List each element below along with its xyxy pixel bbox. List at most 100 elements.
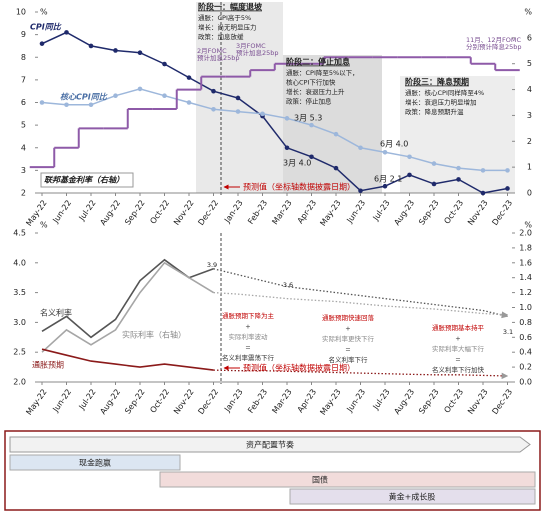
allocation-bar <box>9 454 181 471</box>
x-tick-label: Nov-22 <box>172 387 196 415</box>
phase-line: 政策：停止加息 <box>286 97 332 106</box>
point <box>505 186 510 191</box>
point <box>480 168 486 173</box>
effect-note: + <box>345 325 350 333</box>
effect-note: 实际利率大幅下行 <box>432 344 485 353</box>
phase-shade <box>400 76 515 193</box>
y-tick-label: 2.0 <box>13 378 26 387</box>
backgrounds <box>4 2 541 511</box>
point <box>186 100 192 105</box>
point <box>137 86 143 92</box>
allocation-item: 黄金+成长股 <box>389 492 436 502</box>
x-tick-label: Aug-23 <box>392 387 416 416</box>
y-unit: % <box>40 221 48 230</box>
y-tick-label: 4.0 <box>13 258 26 267</box>
x-tick-label: Jun-23 <box>345 387 368 414</box>
point <box>505 168 510 173</box>
phase-line: 通胀：CPI降至5%以下， <box>286 68 359 77</box>
x-tick-label: Aug-22 <box>98 198 122 227</box>
x-tick-label: Sep-22 <box>123 387 147 415</box>
y-tick-label: 10 <box>16 8 26 17</box>
phase-line: 增长：尚无明显压力 <box>198 23 257 32</box>
allocation-bar <box>159 471 536 488</box>
point <box>333 165 339 171</box>
series-line <box>41 31 508 194</box>
effect-note: = <box>455 356 460 364</box>
forecast-note: 预测值（坐标轴数据披露日期） <box>243 182 355 192</box>
point <box>431 181 437 187</box>
y2-tick-label: 1 <box>527 163 532 172</box>
point <box>407 154 412 160</box>
x-tick-label: Jul-23 <box>371 198 392 223</box>
point <box>333 131 339 137</box>
x-tick-label: Mar-23 <box>270 198 293 226</box>
allocation-arrow <box>9 436 531 453</box>
x-tick-label: Jan-23 <box>222 198 245 225</box>
y-unit: % <box>40 8 48 17</box>
y-tick-label: 3 <box>21 166 26 175</box>
point <box>284 116 290 121</box>
point <box>358 145 363 151</box>
x-tick-label: Nov-22 <box>172 198 196 226</box>
point <box>382 183 388 189</box>
effect-note: + <box>455 335 460 343</box>
point <box>309 154 314 160</box>
y2-tick-label: 1.6 <box>519 258 532 267</box>
allocation-bar <box>289 488 536 505</box>
point <box>284 145 290 151</box>
forecast-line <box>213 291 509 318</box>
y-tick-label: 2.5 <box>13 348 26 357</box>
point <box>113 93 118 99</box>
fomc-note: 分别预计降息25bp <box>466 42 522 51</box>
effect-note: + <box>245 323 250 331</box>
x-tick-label: Oct-23 <box>442 198 465 225</box>
point <box>211 106 216 112</box>
series-line <box>41 88 508 172</box>
y-tick-label: 9 <box>21 30 26 39</box>
phase-line: 政策：加息放缓 <box>198 32 244 41</box>
y-tick-label: 5 <box>21 121 26 130</box>
point <box>186 75 192 80</box>
effect-note: 实际利率更快下行 <box>322 334 375 343</box>
y2-tick-label: 0.2 <box>519 363 532 372</box>
series-line <box>41 261 214 353</box>
allocation-item: 现金跑赢 <box>79 458 111 468</box>
x-tick-label: Jul-22 <box>77 387 98 412</box>
point <box>260 111 265 117</box>
y2-tick-label: 0.0 <box>519 378 532 387</box>
x-tick-label: Apr-23 <box>296 387 319 414</box>
phase-line: 增长：衰退压力明显增加 <box>405 98 477 107</box>
phase-shade <box>283 55 382 193</box>
series-label: 联邦基金利率（右轴） <box>44 175 124 185</box>
data-label: 3.6 <box>283 281 293 289</box>
x-tick-label: Sep-23 <box>417 387 441 415</box>
y-tick-label: 4.5 <box>13 229 26 238</box>
value-annotation: 3月 5.3 <box>294 114 322 123</box>
y-tick-label: 3.5 <box>13 288 26 297</box>
x-tick-label: Oct-22 <box>148 387 171 414</box>
point <box>358 188 363 194</box>
x-tick-label: Jul-22 <box>77 198 98 223</box>
point <box>309 122 314 128</box>
point <box>235 109 241 114</box>
phase-line: 政策：降息预期升温 <box>405 107 464 116</box>
y2-tick-label: 5 <box>527 59 532 68</box>
point <box>407 172 412 178</box>
phase-title: 阶段三：降息预期 <box>405 77 469 87</box>
y2-tick-label: 1.2 <box>519 288 532 297</box>
forecast-line <box>213 369 509 380</box>
x-tick-label: Jun-22 <box>51 198 74 225</box>
x-tick-label: Sep-23 <box>417 198 441 226</box>
effect-note: = <box>345 346 350 354</box>
fomc-note: 预计加息25bp <box>197 53 240 62</box>
y2-tick-label: 1.4 <box>519 273 532 282</box>
allocation-item: 国债 <box>312 475 328 485</box>
x-tick-label: Nov-23 <box>466 387 490 415</box>
value-annotation: 3月 4.0 <box>283 159 311 168</box>
phase-title: 阶段一：幅度退坡 <box>198 2 263 12</box>
x-tick-label: Aug-22 <box>98 387 122 416</box>
series-label: 实际利率（右轴） <box>122 330 186 340</box>
x-tick-label: May-23 <box>318 198 342 227</box>
value-annotation: 6月 4.0 <box>380 140 408 149</box>
y-tick-label: 2 <box>21 189 26 198</box>
